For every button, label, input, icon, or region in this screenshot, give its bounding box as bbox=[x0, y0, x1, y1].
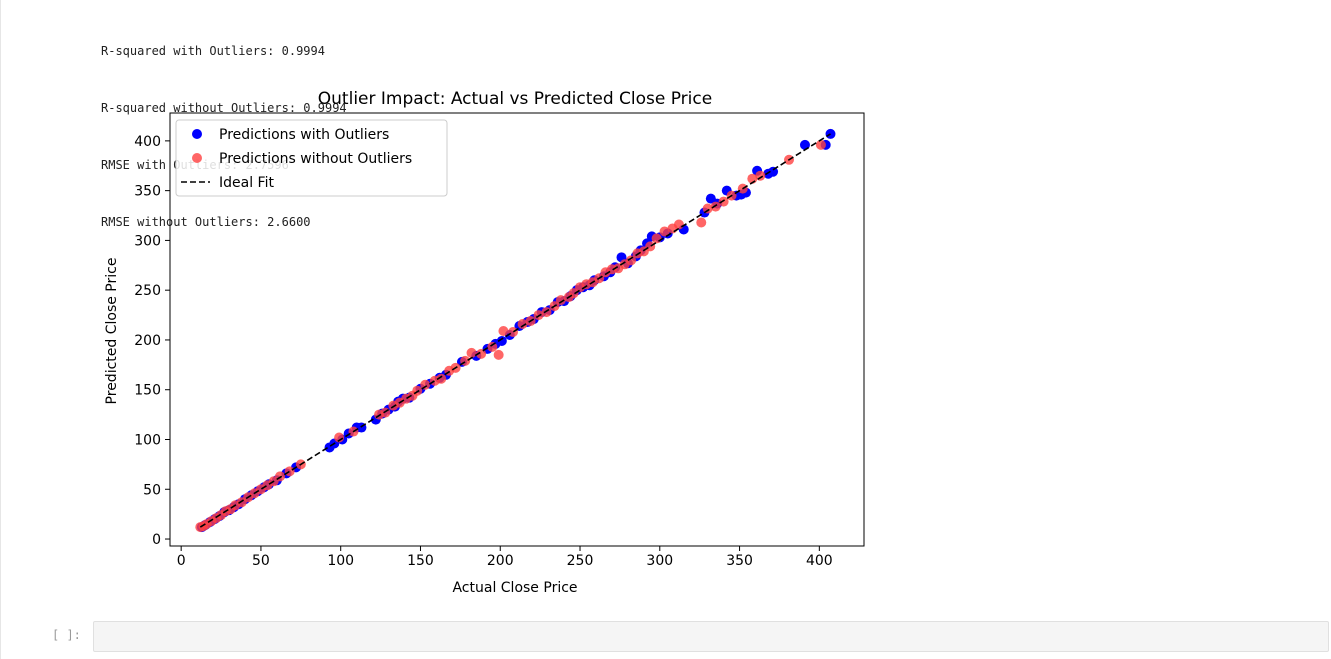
point-without-outliers bbox=[710, 201, 721, 212]
y-tick-label: 250 bbox=[134, 283, 161, 299]
legend-label: Ideal Fit bbox=[219, 175, 274, 191]
x-tick-label: 300 bbox=[646, 553, 673, 569]
point-without-outliers bbox=[696, 217, 707, 228]
point-without-outliers bbox=[815, 139, 826, 150]
point-without-outliers bbox=[702, 203, 713, 214]
x-tick-label: 100 bbox=[327, 553, 354, 569]
legend-label: Predictions with Outliers bbox=[219, 127, 389, 143]
point-without-outliers bbox=[718, 196, 729, 207]
point-without-outliers bbox=[466, 347, 477, 358]
scatter-chart: Outlier Impact: Actual vs Predicted Clos… bbox=[104, 89, 865, 596]
point-without-outliers bbox=[275, 471, 286, 482]
legend-label: Predictions without Outliers bbox=[219, 151, 412, 167]
ideal-fit-line bbox=[199, 133, 831, 528]
point-without-outliers bbox=[498, 325, 509, 336]
y-tick-label: 200 bbox=[134, 333, 161, 349]
legend: Predictions with Outliers Predictions wit… bbox=[175, 119, 448, 197]
point-without-outliers bbox=[755, 170, 766, 181]
x-tick-label: 400 bbox=[806, 553, 833, 569]
output-line-rmse-without-outliers: RMSE without Outliers: 2.6600 bbox=[101, 215, 311, 229]
point-without-outliers bbox=[412, 385, 423, 396]
y-tick-label: 0 bbox=[152, 532, 161, 548]
point-without-outliers bbox=[651, 233, 662, 244]
plot-area bbox=[195, 128, 836, 533]
point-with-outliers bbox=[768, 166, 779, 177]
notebook-cell-border bbox=[0, 0, 1, 659]
x-tick-label: 350 bbox=[726, 553, 753, 569]
y-tick-label: 150 bbox=[134, 383, 161, 399]
point-without-outliers bbox=[517, 319, 528, 330]
plot-frame bbox=[169, 112, 865, 547]
point-without-outliers bbox=[487, 341, 498, 352]
x-tick-label: 250 bbox=[567, 553, 594, 569]
y-tick-label: 350 bbox=[134, 184, 161, 200]
point-without-outliers bbox=[476, 348, 487, 359]
x-tick-label: 150 bbox=[407, 553, 434, 569]
y-axis-label: Predicted Close Price bbox=[104, 258, 120, 405]
output-line-r2-without-outliers: R-squared without Outliers: 0.9994 bbox=[101, 101, 347, 115]
code-cell-input[interactable] bbox=[93, 621, 1329, 652]
x-axis-label: Actual Close Price bbox=[452, 580, 577, 596]
point-without-outliers bbox=[334, 432, 345, 443]
legend-marker bbox=[192, 153, 202, 163]
x-tick-label: 50 bbox=[252, 553, 270, 569]
y-tick-label: 50 bbox=[143, 482, 161, 498]
output-line-r2-with-outliers: R-squared with Outliers: 0.9994 bbox=[101, 44, 325, 58]
point-without-outliers bbox=[645, 241, 656, 252]
axis-ticks: 0 50 100 150 200 250 300 350 400 0 50 100 150 200 250 3… bbox=[134, 134, 832, 569]
legend-marker bbox=[192, 129, 202, 139]
legend-box bbox=[175, 119, 448, 197]
point-with-outliers bbox=[496, 335, 507, 346]
point-without-outliers bbox=[673, 219, 684, 230]
y-tick-label: 400 bbox=[134, 134, 161, 150]
point-without-outliers bbox=[436, 373, 447, 384]
point-without-outliers bbox=[533, 310, 544, 321]
point-without-outliers bbox=[626, 255, 637, 266]
point-without-outliers bbox=[493, 349, 504, 360]
point-without-outliers bbox=[659, 226, 670, 237]
point-without-outliers bbox=[541, 307, 552, 318]
point-without-outliers bbox=[420, 379, 431, 390]
x-tick-label: 0 bbox=[177, 553, 186, 569]
point-without-outliers bbox=[555, 295, 566, 306]
chart-title: Outlier Impact: Actual vs Predicted Clos… bbox=[318, 89, 712, 109]
x-tick-label: 200 bbox=[487, 553, 514, 569]
cell-prompt: [ ]: bbox=[52, 628, 81, 642]
point-without-outliers bbox=[380, 407, 391, 418]
y-tick-label: 300 bbox=[134, 233, 161, 249]
y-tick-label: 100 bbox=[134, 432, 161, 448]
